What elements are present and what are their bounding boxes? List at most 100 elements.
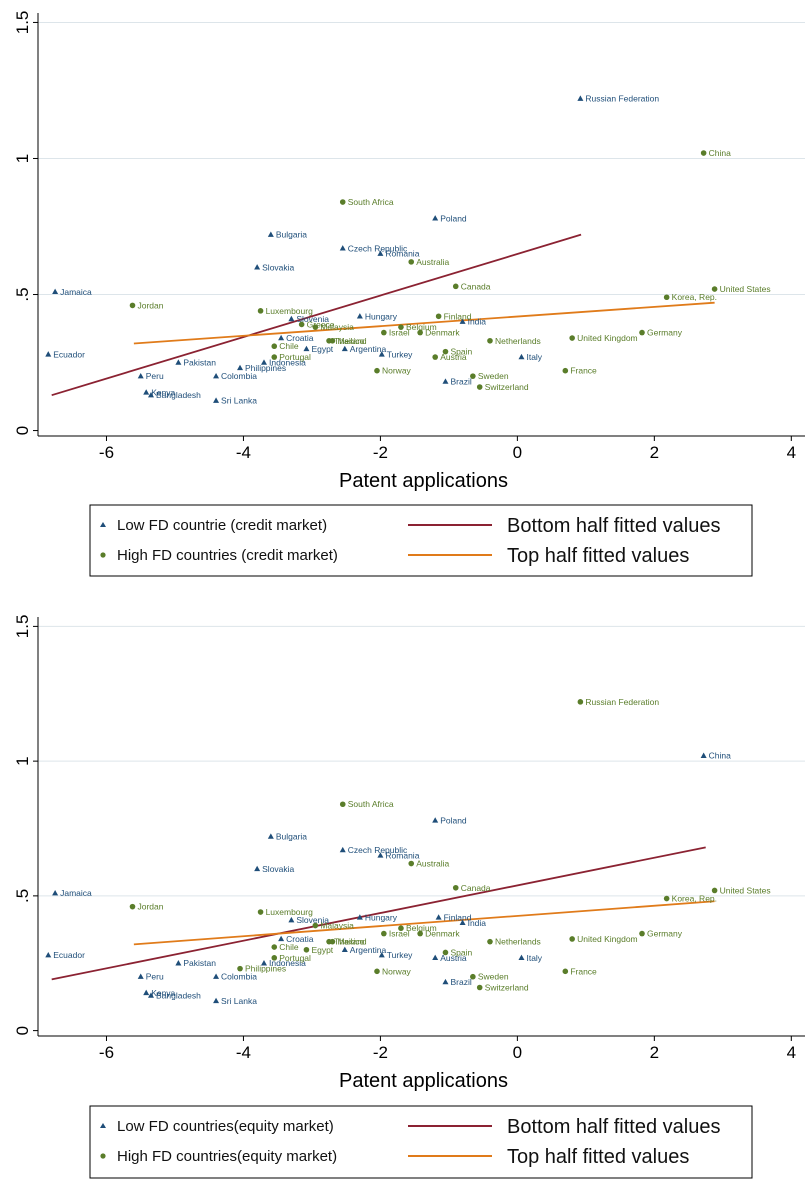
legend-low-marker (100, 522, 106, 527)
low-fd-point (260, 359, 267, 365)
point-label: Thailand (334, 336, 367, 346)
point-label: Slovenia (296, 314, 329, 324)
point-label: Australia (416, 859, 449, 869)
low-fd-point (339, 846, 346, 853)
high-fd-point (569, 936, 575, 942)
high-fd-point (432, 354, 438, 360)
high-fd-point (487, 938, 493, 945)
point-label: South Africa (348, 197, 394, 207)
point-label: Austria (440, 352, 467, 362)
top-half-fit-line (133, 900, 715, 946)
point-label: Kenya (151, 387, 175, 397)
high-fd-point (339, 801, 346, 808)
high-fd-point (303, 946, 310, 953)
low-fd-point (341, 946, 348, 952)
point-label: Germany (647, 929, 683, 939)
low-fd-point (518, 353, 525, 360)
point-label: Russian Federation (585, 94, 659, 104)
point-label: Jamaica (60, 888, 92, 898)
high-fd-point (639, 329, 645, 336)
point-label: Switzerland (485, 982, 529, 992)
point-label: Portugal (279, 953, 311, 963)
high-fd-point (663, 895, 670, 902)
high-fd-point (271, 955, 278, 961)
point-label: Sri Lanka (221, 996, 257, 1006)
point-label: Norway (382, 366, 412, 376)
point-label: Sweden (478, 371, 509, 381)
point-label: Korea, Rep. (672, 292, 717, 302)
y-tick-label: 1 (13, 756, 32, 765)
y-tick-label: 0 (13, 426, 32, 435)
point-label: Colombia (221, 972, 257, 982)
point-label: Indonesia (269, 958, 306, 968)
low-fd-point (459, 318, 466, 324)
high-fd-point (711, 286, 718, 292)
x-tick-label: -4 (236, 1043, 251, 1062)
point-label: Pakistan (183, 958, 216, 968)
low-fd-point (432, 215, 439, 221)
point-label: Denmark (425, 328, 460, 338)
legend-bottom-label: Bottom half fitted values (507, 1116, 720, 1138)
point-label: Turkey (387, 950, 413, 960)
legend-top-label: Top half fitted values (507, 1146, 689, 1168)
y-tick-label: 1.5 (13, 615, 32, 639)
point-label: Croatia (286, 934, 314, 944)
low-fd-point (147, 391, 154, 398)
low-fd-point (518, 954, 525, 961)
point-label: China (709, 148, 731, 158)
y-tick-label: 1.5 (13, 11, 32, 35)
legend-bottom-label: Bottom half fitted values (507, 515, 720, 537)
low-fd-point (435, 914, 442, 920)
point-label: China (709, 751, 731, 761)
low-fd-point (339, 245, 346, 251)
point-label: Romania (385, 850, 419, 860)
legend-high-label: High FD countries(equity market) (117, 1148, 337, 1165)
high-fd-point (271, 944, 278, 950)
low-fd-point (577, 95, 584, 101)
high-fd-point (442, 348, 449, 355)
point-label: Kenya (151, 988, 175, 998)
y-tick-label: 0 (13, 1026, 32, 1035)
high-fd-point (312, 324, 319, 330)
high-fd-point (374, 367, 380, 374)
legend-box (89, 504, 753, 577)
low-fd-point (45, 951, 52, 958)
high-fd-point (562, 968, 569, 975)
point-label: Poland (440, 815, 467, 825)
low-fd-point (52, 889, 59, 896)
low-fd-point (288, 315, 295, 322)
point-label: Pakistan (183, 358, 216, 368)
point-label: Sweden (478, 972, 509, 982)
high-fd-point (237, 965, 243, 972)
point-label: Brazil (450, 377, 471, 387)
legend-box (89, 1105, 753, 1179)
low-fd-point (278, 334, 285, 341)
high-fd-point (470, 373, 476, 379)
bottom-half-fit-line (51, 846, 706, 981)
low-fd-point (377, 852, 384, 858)
high-fd-point (476, 984, 483, 991)
low-fd-point (377, 250, 384, 256)
point-label: Austria (440, 953, 467, 963)
chart-panel-2: 0 .5 1 1.5 -6 -4 -2 0 2 4 Patent applications China… (13, 615, 805, 1179)
point-label: Philippines (245, 363, 286, 373)
low-fd-point (52, 288, 59, 294)
high-fd-point (312, 922, 319, 929)
low-fd-point (432, 817, 439, 823)
high-fd-point (470, 973, 476, 980)
point-label: Canada (461, 281, 491, 291)
high-fd-point (271, 343, 278, 350)
x-tick-label: 4 (787, 443, 796, 462)
low-fd-point (213, 397, 220, 403)
point-label: Chile (279, 942, 299, 952)
high-fd-point (374, 968, 380, 975)
low-fd-point (254, 264, 261, 270)
point-label: Israel (389, 328, 410, 338)
low-fd-point (700, 752, 707, 758)
low-fd-point (267, 231, 274, 237)
point-label: Hungary (365, 311, 398, 321)
x-tick-label: 2 (650, 1043, 659, 1062)
high-fd-point (711, 887, 718, 894)
low-fd-point (278, 935, 285, 942)
